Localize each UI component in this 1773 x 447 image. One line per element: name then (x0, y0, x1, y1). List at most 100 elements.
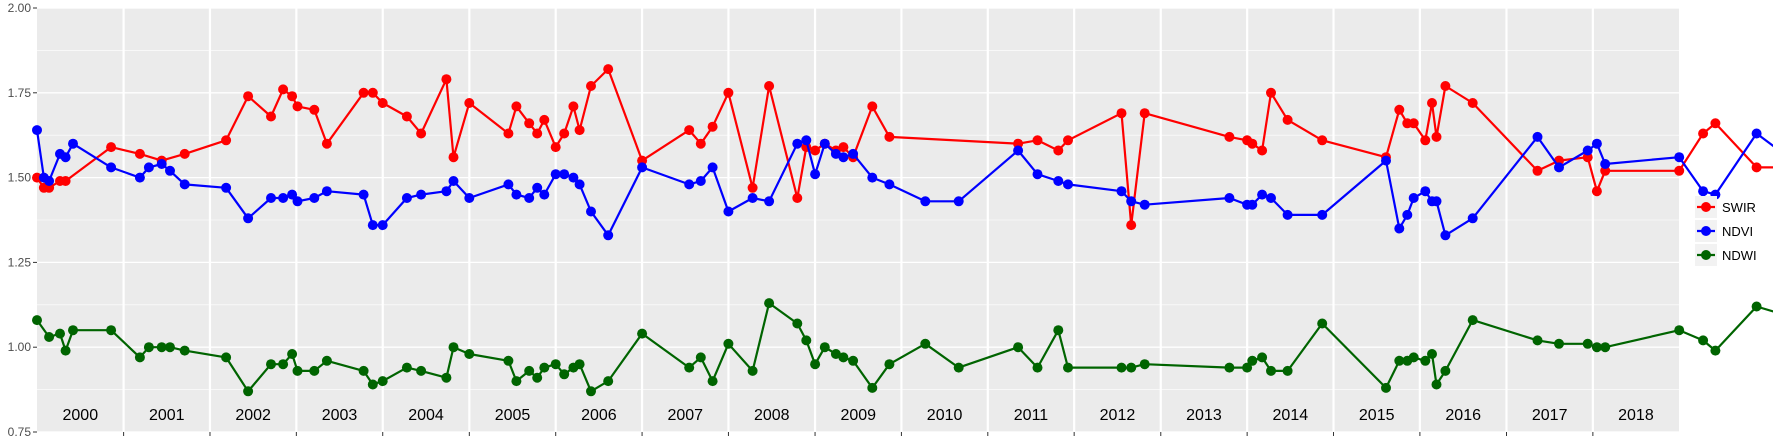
data-point-swir (1591, 186, 1602, 197)
data-point-ndvi (1674, 152, 1685, 163)
data-point-ndwi (68, 325, 78, 336)
data-point-swir (1063, 135, 1073, 146)
data-point-ndvi (44, 176, 55, 186)
data-point-swir (792, 193, 803, 203)
data-point-ndwi (503, 355, 514, 366)
data-point-ndwi (1126, 362, 1137, 373)
data-point-swir (1394, 104, 1405, 115)
data-point-ndvi (524, 193, 535, 203)
data-point-swir (1282, 114, 1293, 125)
data-point-ndvi (1532, 131, 1543, 142)
data-point-ndwi (1431, 379, 1442, 390)
data-point-swir (764, 81, 775, 91)
data-point-swir (838, 142, 849, 153)
data-point-ndvi (953, 196, 964, 207)
y-tick-label: 2.00 (8, 1, 32, 15)
data-point-ndwi (221, 352, 232, 363)
data-point-swir (134, 148, 145, 159)
legend-label-ndvi: NDVI (1722, 224, 1753, 239)
data-point-ndvi (143, 162, 154, 173)
year-label: 2013 (1186, 407, 1222, 424)
data-point-ndvi (511, 189, 522, 200)
data-point-ndvi (550, 169, 561, 180)
data-point-swir (1053, 145, 1064, 156)
data-point-ndvi (1600, 159, 1611, 169)
data-point-swir (1431, 131, 1442, 142)
data-point-swir (401, 111, 412, 122)
data-point-ndwi (511, 376, 522, 387)
data-point-ndvi (441, 186, 452, 197)
data-point-ndvi (801, 135, 812, 146)
data-point-ndwi (464, 349, 475, 359)
data-point-ndwi (559, 369, 570, 380)
data-point-swir (416, 128, 427, 139)
data-point-ndwi (1532, 335, 1543, 346)
data-point-ndwi (764, 298, 775, 309)
data-point-ndwi (550, 359, 561, 370)
data-point-ndwi (1139, 359, 1150, 370)
data-point-swir (747, 182, 758, 193)
data-point-ndwi (441, 372, 452, 383)
data-point-ndwi (377, 376, 388, 387)
data-point-ndwi (156, 342, 167, 353)
data-point-ndvi (1751, 128, 1762, 139)
data-point-ndwi (1257, 352, 1268, 363)
data-point-ndvi (1126, 196, 1137, 207)
year-label: 2003 (322, 407, 358, 424)
data-point-ndwi (1116, 362, 1127, 373)
data-point-ndvi (838, 152, 849, 163)
data-point-ndvi (810, 169, 821, 180)
data-point-ndwi (1420, 355, 1431, 366)
data-point-swir (1116, 108, 1127, 119)
data-point-ndwi (1674, 325, 1685, 336)
data-point-ndvi (287, 189, 298, 200)
data-point-swir (1420, 135, 1431, 146)
legend-label-ndwi: NDWI (1722, 248, 1757, 263)
data-point-swir (511, 101, 522, 112)
data-point-ndwi (287, 349, 298, 359)
data-point-swir (221, 135, 232, 146)
data-point-ndvi (266, 193, 276, 203)
data-point-swir (1674, 165, 1685, 176)
data-point-swir (1698, 128, 1709, 139)
data-point-ndwi (1600, 342, 1611, 353)
year-label: 2010 (927, 407, 963, 424)
data-point-swir (550, 142, 561, 153)
data-point-ndwi (884, 359, 895, 370)
data-point-ndvi (1247, 199, 1258, 210)
data-point-ndvi (747, 193, 758, 203)
data-point-ndwi (574, 359, 585, 370)
data-point-swir (1224, 131, 1235, 142)
series-line-ndvi (35, 129, 1773, 237)
y-tick-label: 0.75 (8, 425, 32, 439)
data-point-ndvi (764, 196, 775, 207)
data-point-ndvi (179, 179, 190, 190)
data-point-swir (810, 145, 821, 156)
year-label: 2016 (1445, 407, 1481, 424)
series-ndwi (32, 298, 1773, 397)
data-point-ndvi (1224, 193, 1235, 203)
data-point-swir (321, 138, 332, 149)
data-point-ndwi (830, 349, 841, 359)
y-tick-label: 1.75 (8, 86, 32, 100)
data-point-ndwi (1063, 362, 1073, 373)
data-point-ndvi (1139, 199, 1150, 210)
data-point-ndvi (321, 186, 332, 197)
data-point-ndwi (810, 359, 821, 370)
y-tick-label: 1.25 (8, 255, 32, 269)
series-ndvi (32, 125, 1773, 241)
data-point-ndwi (243, 386, 254, 397)
data-point-ndvi (377, 220, 388, 231)
legend-key-point-ndwi (1701, 250, 1711, 260)
data-point-ndwi (106, 325, 117, 336)
data-point-swir (358, 87, 369, 98)
data-point-ndwi (1394, 355, 1405, 366)
legend-key-point-ndvi (1701, 226, 1711, 236)
data-point-ndvi (568, 172, 579, 183)
data-point-ndvi (416, 189, 427, 200)
data-point-ndvi (156, 159, 167, 169)
year-label: 2012 (1100, 407, 1136, 424)
data-point-ndwi (55, 328, 65, 339)
data-point-ndvi (106, 162, 117, 173)
data-point-swir (1408, 118, 1419, 129)
